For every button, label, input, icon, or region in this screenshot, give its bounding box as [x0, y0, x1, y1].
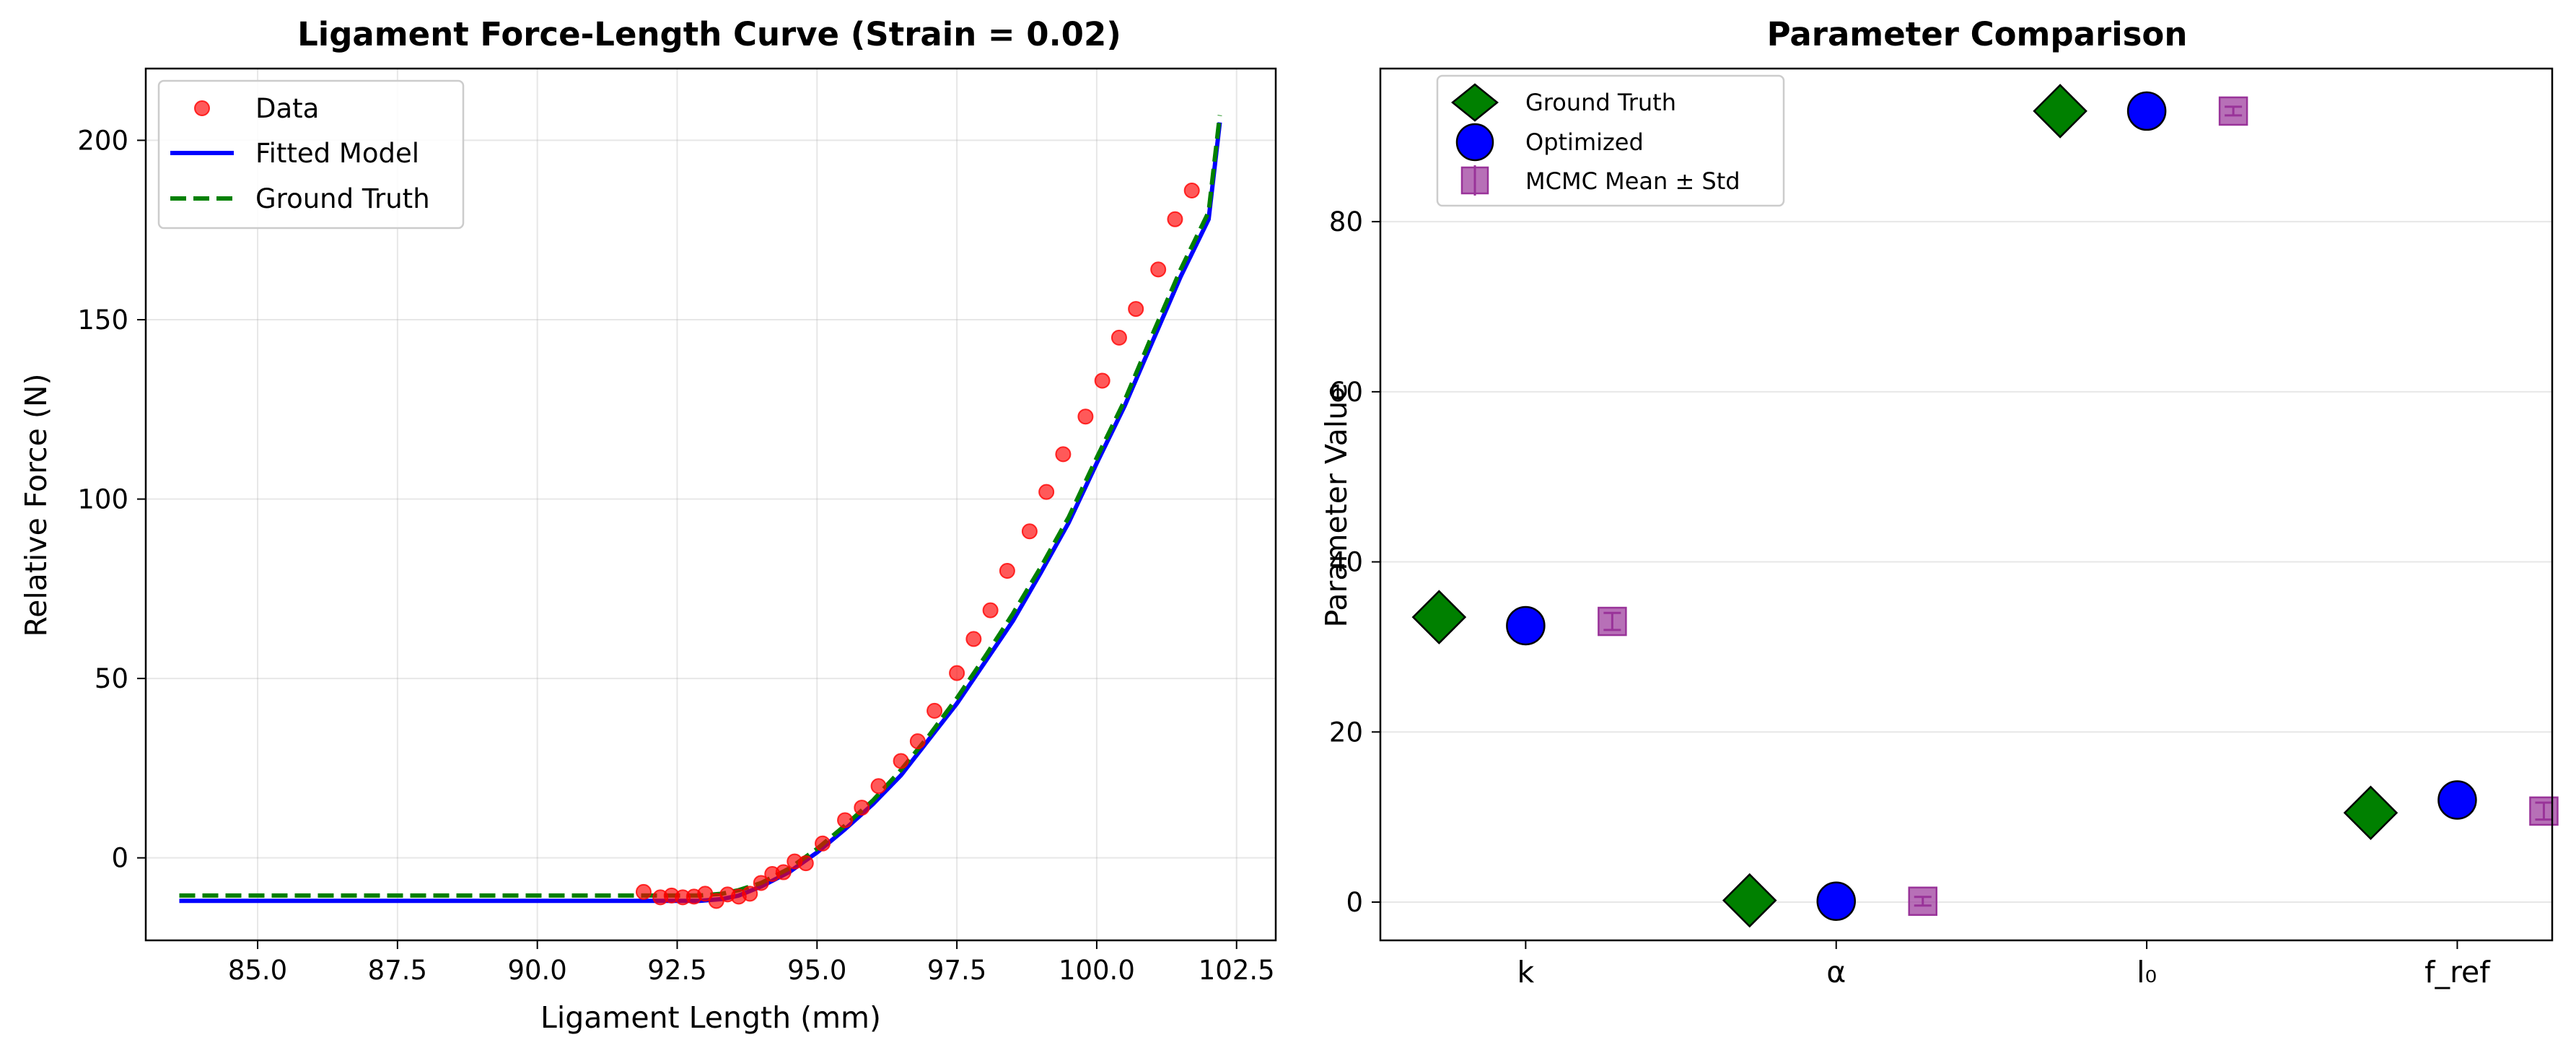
legend-optimized-circle — [1457, 124, 1493, 160]
left-series — [180, 115, 1220, 909]
left-x-tick-label: 102.5 — [1199, 955, 1275, 986]
optimized-marker — [1507, 607, 1544, 644]
data-point — [1151, 262, 1165, 276]
data-point — [1078, 409, 1092, 424]
left-chart-title: Ligament Force-Length Curve (Strain = 0.… — [297, 15, 1121, 53]
optimized-marker — [2128, 92, 2165, 130]
data-point — [1039, 485, 1053, 499]
data-point — [872, 779, 886, 793]
left-x-axis-label: Ligament Length (mm) — [540, 1000, 881, 1035]
data-point — [1000, 564, 1015, 578]
right-y-tick-label: 0 — [1346, 887, 1363, 918]
data-point — [838, 813, 852, 827]
left-x-tick-label: 85.0 — [228, 955, 287, 986]
left-y-tick-label: 150 — [77, 305, 128, 336]
right-chart-title: Parameter Comparison — [1767, 15, 2188, 53]
data-point — [1022, 524, 1037, 538]
data-point — [776, 865, 791, 880]
data-point — [911, 734, 925, 748]
data-point — [1112, 331, 1126, 345]
data-point — [1095, 373, 1110, 388]
data-point — [950, 666, 964, 681]
data-point — [1167, 212, 1182, 227]
left-x-tick-label: 100.0 — [1059, 955, 1135, 986]
left-legend: Data Fitted Model Ground Truth — [159, 81, 463, 228]
data-point — [966, 631, 981, 646]
fitted-model-line — [180, 123, 1220, 901]
data-point — [894, 753, 908, 768]
left-x-tick-label: 97.5 — [927, 955, 986, 986]
data-point — [1056, 447, 1070, 461]
left-x-tick-label: 95.0 — [787, 955, 846, 986]
data-point — [1185, 183, 1199, 198]
left-x-tick-label: 87.5 — [368, 955, 427, 986]
legend-ground-truth-label-right: Ground Truth — [1525, 89, 1676, 116]
legend-data-label: Data — [255, 93, 319, 124]
legend-ground-truth-label: Ground Truth — [255, 183, 430, 214]
ground-truth-line — [180, 115, 1220, 896]
optimized-marker — [1818, 883, 1855, 920]
data-point — [927, 704, 942, 718]
right-y-tick-label: 20 — [1329, 717, 1363, 748]
left-x-tick-label: 92.5 — [647, 955, 706, 986]
data-point — [742, 886, 757, 901]
right-x-tick-label: l₀ — [2137, 955, 2157, 989]
force-length-chart: Ligament Force-Length Curve (Strain = 0.… — [19, 15, 1276, 1035]
right-series — [1413, 85, 2557, 927]
optimized-marker — [2438, 782, 2476, 819]
left-y-tick-label: 100 — [77, 484, 128, 515]
left-y-axis-label: Relative Force (N) — [19, 374, 53, 637]
right-y-tick-label: 80 — [1329, 206, 1363, 237]
left-x-tick-label: 90.0 — [507, 955, 566, 986]
data-point — [636, 885, 651, 899]
ground-truth-marker — [2034, 85, 2086, 137]
right-x-tick-label: k — [1517, 955, 1535, 989]
ground-truth-marker — [2344, 787, 2396, 839]
legend-optimized-label: Optimized — [1525, 128, 1644, 156]
data-point — [983, 603, 998, 618]
left-y-tick-label: 200 — [77, 125, 128, 156]
ground-truth-marker — [1724, 875, 1776, 927]
left-y-tick-label: 50 — [95, 663, 128, 694]
left-y-tick-label: 0 — [111, 843, 128, 874]
right-x-tick-label: f_ref — [2424, 955, 2491, 989]
data-point — [799, 856, 813, 870]
right-legend: Ground Truth Optimized MCMC Mean ± Std — [1437, 76, 1784, 206]
data-point — [854, 800, 869, 815]
right-x-tick-label: α — [1826, 955, 1846, 989]
ground-truth-marker — [1413, 591, 1465, 643]
right-y-axis-label: Parameter Value — [1319, 383, 1354, 628]
data-point — [815, 836, 830, 851]
legend-mcmc-label: MCMC Mean ± Std — [1525, 167, 1740, 195]
legend-data-marker — [195, 101, 209, 115]
data-point — [1129, 302, 1143, 316]
legend-fitted-label: Fitted Model — [255, 138, 419, 169]
